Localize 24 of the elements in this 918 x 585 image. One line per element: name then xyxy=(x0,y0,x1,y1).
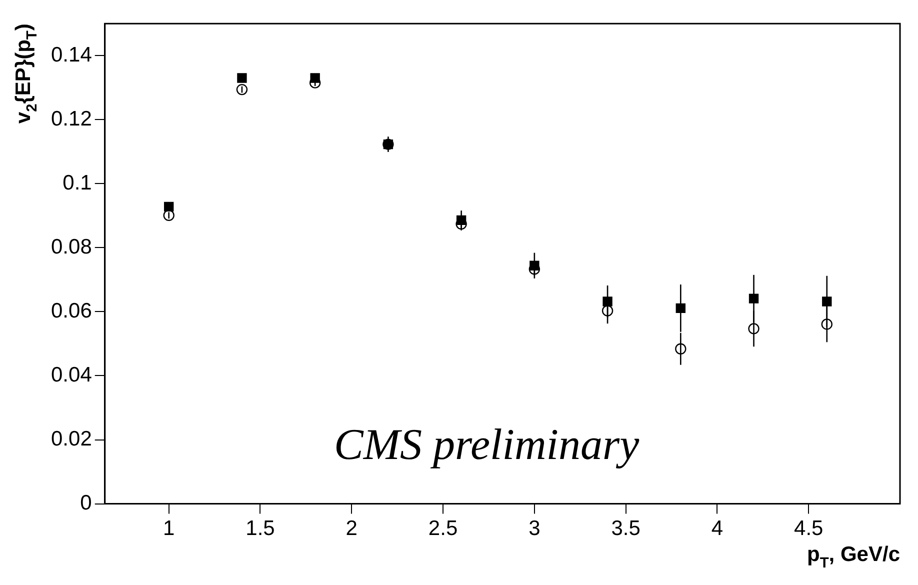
y-tick-label: 0.12 xyxy=(50,107,92,130)
y-tick-label: 0.14 xyxy=(50,43,92,66)
x-tick-label: 4.5 xyxy=(794,517,824,540)
y-axis-title: v2{EP}(pT) xyxy=(12,24,40,124)
y-tick-label: 0.1 xyxy=(62,171,92,194)
y-tick-label: 0.08 xyxy=(50,235,92,258)
y-tick-label: 0.02 xyxy=(50,428,92,451)
point xyxy=(310,73,320,83)
point xyxy=(236,84,248,96)
x-tick-label: 2 xyxy=(346,517,358,540)
annotation: CMS preliminary xyxy=(334,420,640,469)
x-tick-label: 4 xyxy=(711,517,724,540)
x-tick-label: 1 xyxy=(163,517,175,540)
y-tick-label: 0.04 xyxy=(50,364,92,387)
point xyxy=(602,296,612,306)
x-tick-label: 1.5 xyxy=(246,517,275,540)
y-tick-label: 0.06 xyxy=(50,300,92,323)
point xyxy=(530,260,540,270)
point xyxy=(237,73,247,83)
x-tick-label: 2.5 xyxy=(428,517,458,540)
x-tick-label: 3 xyxy=(528,517,540,540)
x-tick-label: 3.5 xyxy=(611,517,640,540)
point xyxy=(164,202,174,212)
y-tick-label: 0 xyxy=(80,492,92,515)
